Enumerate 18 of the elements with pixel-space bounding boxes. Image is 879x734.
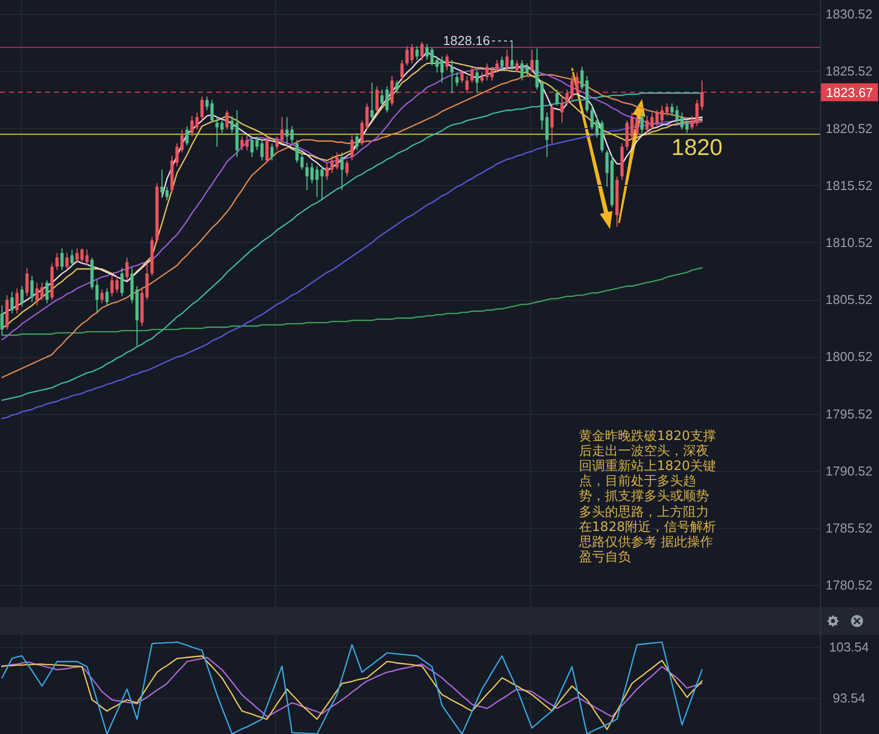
annotation: 黄金昨晚跌破1820支撑后走出一波空头，深夜回调重新站上1820关键点，目前处于多头趋势，抓支撑多头或顺势多头的思路，上方阻力在1828附近，信号解析思路仅供参考 据此操作盈亏自负: [578, 428, 717, 566]
y-tick-label: 1815.52: [826, 178, 872, 193]
line-label: 1820: [671, 134, 723, 160]
ref-line-label: 1823.67: [826, 84, 873, 100]
y-tick-label: 1800.52: [826, 349, 872, 364]
y-tick-label: 103.54: [829, 640, 869, 655]
y-tick-label: 1810.52: [826, 234, 872, 250]
y-tick-label: 1790.52: [826, 463, 872, 478]
y-tick-label: 1805.52: [826, 292, 872, 308]
y-tick-label: 93.54: [832, 690, 866, 706]
y-tick-label: 1795.52: [826, 406, 872, 422]
annotation: 1828.16: [443, 33, 490, 48]
y-tick-label: 1780.52: [826, 578, 872, 593]
y-tick-label: 1830.52: [826, 6, 872, 22]
y-tick-label: 1825.52: [826, 64, 872, 79]
y-tick-label: 1785.52: [826, 520, 872, 536]
price-marker: 1823.67: [821, 83, 878, 102]
y-tick-label: 1820.52: [826, 120, 872, 136]
